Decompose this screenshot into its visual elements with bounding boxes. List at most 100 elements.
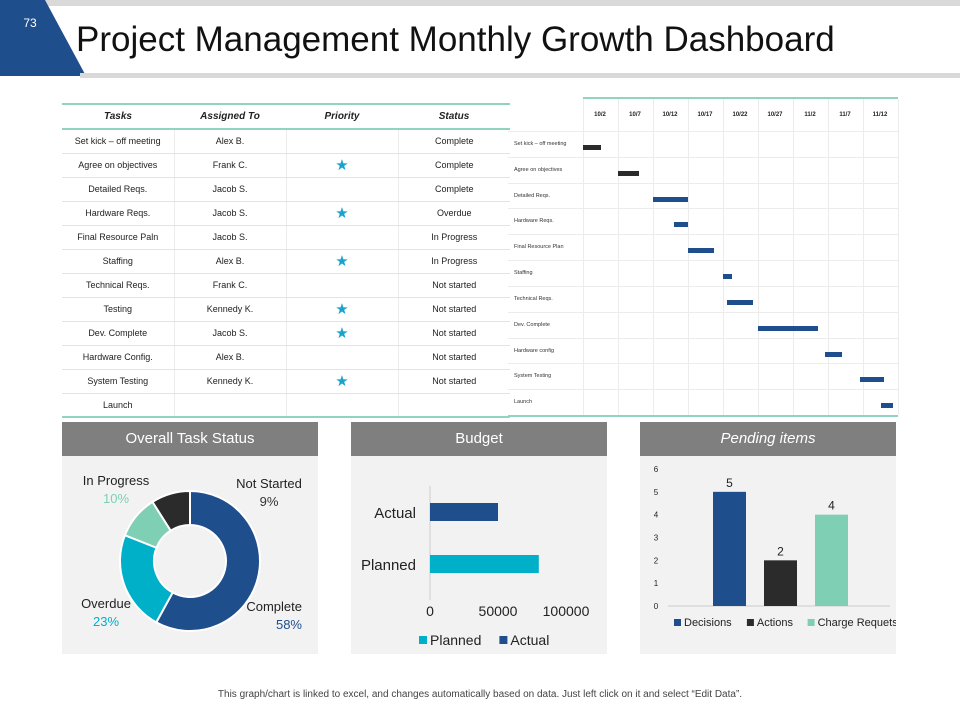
pending-y-tick-label: 6 [654, 465, 659, 474]
slide-number: 73 [23, 16, 37, 30]
gantt-gridline-vertical [653, 99, 654, 415]
pending-y-tick-label: 3 [654, 534, 659, 543]
status-cell: Complete [398, 177, 510, 202]
gantt-task-bar [726, 299, 753, 305]
priority-star-icon: ★ [335, 324, 349, 342]
gantt-gridline-vertical [863, 99, 864, 415]
gantt-gridline-horizontal [508, 182, 898, 184]
budget-bar-chart: Actual Planned 0 50000 100000 Planned Actual [361, 486, 590, 648]
task-cell: Final Resource Paln [62, 225, 175, 250]
task-cell: Set kick – off meeting [62, 129, 175, 154]
gantt-task-bar [859, 377, 884, 383]
budget-x-tick-label: 50000 [479, 603, 518, 619]
assigned-cell: Jacob S. [174, 177, 287, 202]
gantt-gridline-vertical [688, 99, 689, 415]
pending-y-tick-label: 2 [654, 556, 659, 565]
gantt-gridline-vertical [898, 99, 899, 415]
status-cell: In Progress [398, 225, 510, 250]
table-row: Dev. Complete Jacob S. ★ Not started [62, 321, 510, 346]
table-row: System Testing Kennedy K. ★ Not started [62, 369, 510, 394]
header-status: Status [398, 103, 510, 130]
gantt-gridline-horizontal [508, 131, 898, 132]
task-cell: Agree on objectives [62, 153, 175, 178]
header-tasks: Tasks [62, 103, 174, 130]
priority-cell: ★ [286, 153, 399, 178]
priority-star-icon: ★ [335, 300, 349, 318]
pending-legend-label: Actions [757, 617, 794, 629]
gantt-task-label: Hardware config [514, 347, 555, 354]
overall-task-status-panel: Overall Task Status Complete 58% Overdue 23… [62, 422, 318, 654]
priority-cell: ★ [286, 369, 399, 394]
priority-star-icon: ★ [335, 204, 349, 222]
status-cell: In Progress [398, 249, 510, 274]
status-cell: Complete [398, 153, 510, 178]
status-cell: Not started [398, 321, 510, 346]
assigned-cell: Frank C. [174, 273, 287, 298]
gantt-date-label: 10/12 [662, 112, 678, 118]
gantt-date-label: 10/17 [697, 112, 713, 118]
budget-category-label: Planned [361, 557, 416, 574]
task-cell: Hardware Config. [62, 345, 175, 370]
assigned-cell: Jacob S. [174, 201, 287, 226]
budget-bar-actual [430, 503, 498, 521]
gantt-task-label: Staffing [514, 270, 533, 277]
pending-legend-label: Charge Requets [818, 617, 896, 629]
gantt-task-bar [618, 170, 639, 176]
gantt-date-label: 11/7 [839, 112, 851, 118]
gantt-date-label: 11/12 [872, 112, 888, 118]
task-cell: Detailed Reqs. [62, 177, 175, 202]
gantt-date-label: 11/2 [804, 112, 816, 118]
task-cell: Technical Reqs. [62, 273, 175, 298]
donut-slice-percent-label: 10% [103, 491, 129, 506]
table-row: Agree on objectives Frank C. ★ Complete [62, 153, 510, 178]
task-cell: Hardware Reqs. [62, 201, 175, 226]
table-row: Hardware Config. Alex B. Not started [62, 345, 510, 370]
table-row: Staffing Alex B. ★ In Progress [62, 249, 510, 274]
priority-star-icon: ★ [335, 156, 349, 174]
task-cell: System Testing [62, 369, 175, 394]
header-assigned-to: Assigned To [174, 103, 286, 130]
gantt-gridline-horizontal [508, 208, 898, 210]
table-row: Launch [62, 393, 510, 418]
gantt-task-bar [688, 248, 715, 254]
assigned-cell: Kennedy K. [174, 297, 287, 322]
assigned-cell [174, 393, 287, 418]
pending-y-tick-label: 4 [654, 511, 659, 520]
donut-slice-not-started [151, 489, 191, 532]
budget-bar-planned [430, 555, 539, 573]
pending-items-panel: Pending items 0 1 2 3 4 5 6 5 2 4 Decisions Actions… [640, 422, 896, 654]
assigned-cell: Kennedy K. [174, 369, 287, 394]
table-header-row: Tasks Assigned To Priority Status [62, 103, 510, 130]
budget-legend-label: Planned [430, 632, 481, 648]
gantt-task-bar [880, 403, 893, 409]
gantt-gridline-horizontal [508, 234, 898, 236]
gantt-task-bar [824, 351, 842, 357]
donut-slice-name-label: Not Started [236, 476, 302, 491]
page-title: Project Management Monthly Growth Dashbo… [76, 20, 835, 59]
budget-panel: Budget Actual Planned 0 50000 100000 Planned A… [351, 422, 607, 654]
donut-slice-complete [154, 489, 261, 632]
gantt-gridline-vertical [828, 99, 829, 415]
priority-cell [286, 273, 399, 298]
table-row: Detailed Reqs. Jacob S. Complete [62, 177, 510, 202]
priority-cell [286, 225, 399, 250]
priority-cell [286, 129, 399, 154]
status-cell [398, 393, 510, 418]
assigned-cell: Alex B. [174, 345, 287, 370]
table-row: Set kick – off meeting Alex B. Complete [62, 129, 510, 154]
slide-number-badge [0, 0, 86, 76]
status-cell: Complete [398, 129, 510, 154]
budget-x-tick-label: 100000 [543, 603, 590, 619]
pending-bar-value-label: 4 [828, 499, 835, 513]
gantt-gridline-horizontal [508, 363, 898, 365]
task-cell: Staffing [62, 249, 175, 274]
pending-y-tick-label: 1 [654, 579, 659, 588]
gantt-task-bar [674, 222, 688, 228]
task-cell: Launch [62, 393, 175, 418]
gantt-task-bar [583, 145, 601, 150]
assigned-cell: Jacob S. [174, 225, 287, 250]
budget-legend-swatch [419, 636, 427, 644]
gantt-gridline-horizontal [508, 389, 898, 391]
assigned-cell: Jacob S. [174, 321, 287, 346]
task-table-body: Set kick – off meeting Alex B. Complete Agr… [62, 129, 510, 418]
